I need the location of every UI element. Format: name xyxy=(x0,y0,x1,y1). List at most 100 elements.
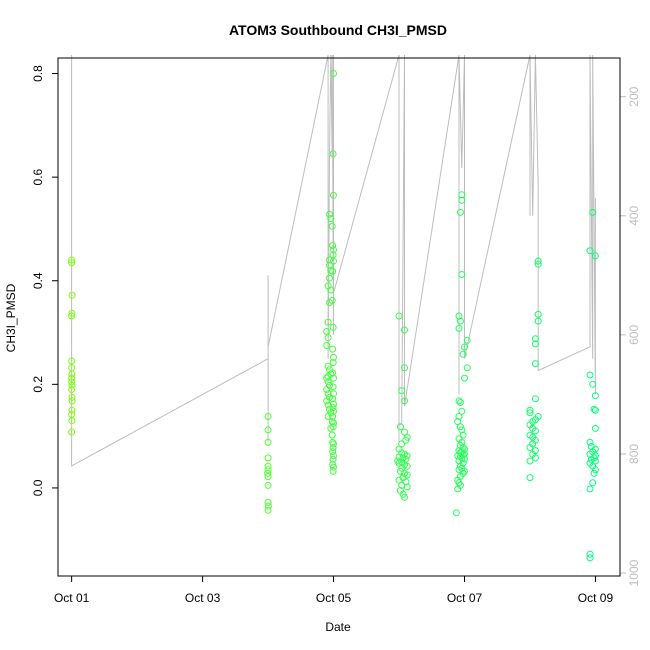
data-point xyxy=(329,438,337,446)
data-point xyxy=(68,259,76,267)
data-point xyxy=(458,426,466,434)
data-point xyxy=(463,336,471,344)
data-point xyxy=(403,483,411,491)
data-point xyxy=(329,267,337,275)
data-point xyxy=(587,455,595,463)
data-point xyxy=(456,453,464,461)
data-point xyxy=(455,324,463,332)
data-point xyxy=(326,210,333,218)
data-point xyxy=(458,271,466,278)
data-point xyxy=(326,274,333,282)
data-point xyxy=(68,374,76,382)
data-point xyxy=(326,256,333,264)
data-point xyxy=(68,378,76,386)
data-point xyxy=(330,400,337,408)
data-point xyxy=(330,353,337,361)
data-point xyxy=(329,455,337,463)
data-point xyxy=(534,317,542,325)
data-point xyxy=(328,418,336,426)
data-point xyxy=(591,406,599,414)
data-point xyxy=(330,463,337,471)
y-tick-label: 0.2 xyxy=(31,376,45,393)
data-point xyxy=(456,317,464,325)
data-point xyxy=(401,397,408,405)
data-point xyxy=(68,386,76,393)
data-point xyxy=(68,370,76,378)
data-point xyxy=(590,469,598,477)
data-point xyxy=(461,343,468,351)
data-point xyxy=(401,326,408,334)
points-layer xyxy=(68,70,599,562)
data-point xyxy=(329,404,337,412)
data-point xyxy=(396,467,404,475)
data-point xyxy=(330,390,337,398)
data-point xyxy=(324,390,332,398)
data-point xyxy=(586,371,594,379)
data-point xyxy=(531,360,539,368)
data-point xyxy=(329,413,337,420)
data-point xyxy=(326,261,333,269)
data-point xyxy=(454,485,462,493)
data-point xyxy=(68,312,76,320)
data-point xyxy=(330,452,337,460)
data-point xyxy=(458,196,466,204)
data-point xyxy=(526,474,534,482)
data-point xyxy=(456,399,464,406)
data-point xyxy=(455,413,463,420)
data-point xyxy=(329,395,337,403)
data-point xyxy=(330,191,337,199)
x-tick-label: Oct 09 xyxy=(578,591,614,605)
right-tick-label: 1000 xyxy=(627,559,641,586)
data-point xyxy=(531,395,539,403)
data-point xyxy=(323,397,331,405)
data-point xyxy=(330,419,337,427)
data-point xyxy=(329,242,337,249)
y-tick-label: 0.4 xyxy=(31,272,45,289)
data-point xyxy=(591,424,599,432)
y-tick-label: 0.6 xyxy=(31,168,45,185)
data-point xyxy=(531,454,539,462)
right-tick-label: 200 xyxy=(627,86,641,106)
data-point xyxy=(324,318,332,326)
axes-layer: Oct 01 Oct 03 Oct 05 Oct 07 Oct 09 0.0 0.2 0.4 0… xyxy=(31,65,641,605)
data-point xyxy=(264,473,272,480)
plot-frame xyxy=(57,57,621,577)
data-point xyxy=(324,378,332,386)
data-point xyxy=(329,359,337,367)
data-point xyxy=(264,438,272,446)
data-point xyxy=(68,406,76,414)
data-point xyxy=(403,452,411,460)
data-point xyxy=(264,454,272,462)
data-point xyxy=(68,393,76,401)
data-point xyxy=(591,392,599,400)
data-point xyxy=(326,405,333,413)
data-point xyxy=(329,383,337,391)
y-axis-label: CH3I_PMSD xyxy=(4,283,18,352)
data-point xyxy=(329,369,337,377)
right-tick-label: 400 xyxy=(627,205,641,225)
right-tick-label: 600 xyxy=(627,325,641,345)
data-point xyxy=(452,509,460,517)
data-point xyxy=(330,440,337,448)
data-point xyxy=(461,374,468,382)
data-point xyxy=(395,312,403,320)
data-point xyxy=(534,260,542,268)
data-point xyxy=(264,498,272,506)
data-point xyxy=(330,407,337,415)
x-tick-label: Oct 01 xyxy=(54,591,90,605)
data-point xyxy=(586,554,594,562)
right-tick-label: 800 xyxy=(627,444,641,464)
data-point xyxy=(591,466,599,474)
data-point xyxy=(68,291,76,299)
data-point xyxy=(323,386,331,393)
data-point xyxy=(401,493,408,501)
data-point xyxy=(526,409,534,417)
data-point xyxy=(458,407,466,415)
data-point xyxy=(459,431,467,439)
data-point xyxy=(264,469,272,477)
data-point xyxy=(68,428,76,436)
data-point xyxy=(264,466,272,474)
